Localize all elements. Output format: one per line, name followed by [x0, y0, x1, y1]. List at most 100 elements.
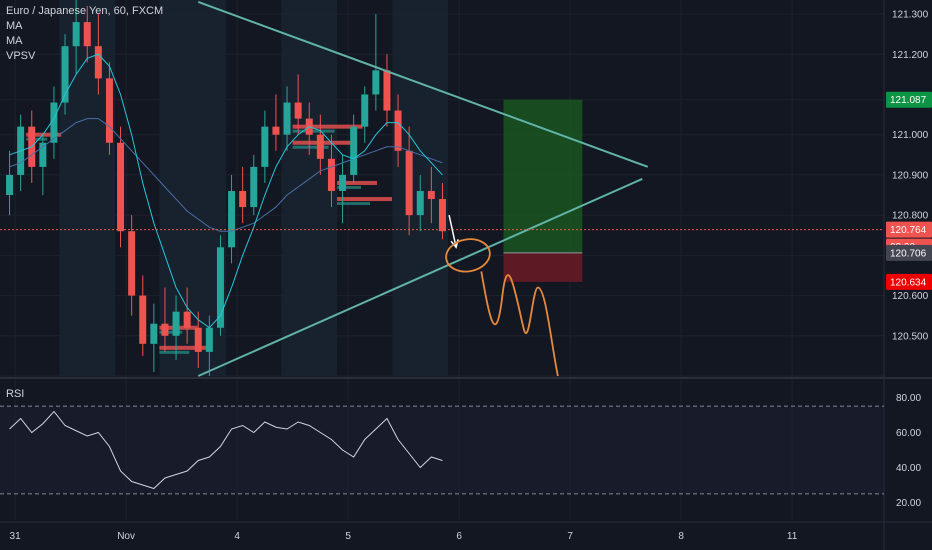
- candle-body: [94, 46, 102, 79]
- time-axis[interactable]: 31 Nov 4 5 6 7 8 11: [10, 531, 798, 542]
- vp-bar: [26, 137, 48, 141]
- candle-body: [438, 199, 446, 232]
- candle-body: [61, 46, 69, 103]
- trendline-ascending: [197, 178, 643, 377]
- candle-body: [272, 126, 280, 135]
- price-tag: [886, 91, 932, 108]
- candle-body: [316, 134, 324, 159]
- price-tag-label: 120.706: [890, 248, 927, 259]
- rsi-pane: [0, 405, 884, 495]
- candle-body: [150, 323, 158, 344]
- candle-body: [294, 102, 302, 119]
- candle-body: [50, 102, 58, 143]
- price-tag: [886, 273, 932, 290]
- vp-bar: [337, 197, 392, 202]
- candle-body: [405, 150, 413, 216]
- candle-body: [250, 166, 258, 208]
- candle-body: [72, 22, 80, 47]
- legend: Euro / Japanese Yen, 60, FXCM MA MA VPSV: [6, 4, 163, 64]
- candle-body: [172, 311, 180, 336]
- candle-body: [361, 94, 369, 127]
- price-tick-label: 120.800: [892, 211, 929, 222]
- vp-bar: [337, 202, 370, 206]
- candle-body: [83, 22, 91, 47]
- forecast-arrow: [448, 214, 457, 248]
- price-tag-label: 120.764: [890, 225, 927, 236]
- candle-body: [427, 191, 435, 200]
- candle-body: [128, 231, 136, 296]
- legend-symbol[interactable]: Euro / Japanese Yen, 60, FXCM: [6, 5, 164, 17]
- candle-body: [139, 295, 147, 344]
- candle-body: [416, 191, 424, 216]
- candle-body: [6, 174, 14, 196]
- candles: [6, 0, 446, 376]
- price-tag-label: 120.634: [890, 277, 927, 288]
- rsi-tick-label: 80.00: [896, 393, 921, 404]
- time-tick-label: 6: [456, 531, 462, 542]
- price-tick-label: 121.000: [892, 130, 929, 141]
- annotations[interactable]: [0, 214, 884, 377]
- legend-ma-1[interactable]: MA: [6, 20, 23, 32]
- candle-body: [339, 174, 347, 191]
- take-profit-zone: [503, 99, 583, 253]
- candle-body: [383, 70, 391, 111]
- vp-bar: [292, 145, 329, 149]
- candle-body: [239, 191, 247, 208]
- candle-body: [216, 247, 224, 328]
- time-tick-label: 7: [567, 531, 573, 542]
- legend-ma-2[interactable]: MA: [6, 35, 23, 47]
- time-tick-label: 31: [10, 531, 22, 542]
- moving-averages: [9, 53, 443, 329]
- candle-body: [105, 78, 113, 143]
- vp-bar: [292, 129, 335, 133]
- vp-bar: [337, 185, 361, 189]
- candle-body: [350, 126, 358, 175]
- time-tick-label: 4: [234, 531, 240, 542]
- trendlines[interactable]: [197, 1, 649, 377]
- price-tag-label: 121.087: [890, 95, 927, 106]
- price-tick-label: 121.200: [892, 50, 929, 61]
- candle-body: [161, 323, 169, 336]
- session-block: [281, 0, 337, 376]
- candle-body: [261, 126, 269, 167]
- forecast-wave: [480, 271, 559, 377]
- vp-bar: [159, 345, 210, 350]
- time-tick-label: 8: [678, 531, 684, 542]
- price-tick-label: 120.900: [892, 170, 929, 181]
- rsi-tick-label: 60.00: [896, 428, 921, 439]
- vp-bar: [26, 132, 62, 137]
- candle-body: [194, 327, 202, 352]
- session-block: [159, 0, 226, 376]
- stop-loss-zone: [503, 252, 583, 282]
- candle-body: [205, 327, 213, 352]
- rsi-band-fill: [0, 406, 884, 494]
- rsi-tick-label: 40.00: [896, 463, 921, 474]
- candle-body: [394, 110, 402, 151]
- price-tick-label: 121.300: [892, 10, 929, 21]
- price-tag: [886, 221, 932, 238]
- vp-bar: [159, 350, 190, 354]
- candle-body: [183, 311, 191, 328]
- forecast-circle: [445, 238, 491, 273]
- vp-bar: [292, 124, 363, 129]
- legend-vpsv[interactable]: VPSV: [6, 50, 36, 62]
- price-tick-label: 120.500: [892, 331, 929, 342]
- price-tag: [886, 244, 932, 261]
- rsi-tick-label: 20.00: [896, 498, 921, 509]
- time-tick-label: Nov: [117, 531, 135, 542]
- time-tick-label: 11: [787, 531, 798, 542]
- time-tick-label: 5: [345, 531, 351, 542]
- vp-bar: [337, 180, 377, 185]
- ma-fast-line: [9, 53, 443, 329]
- candle-body: [372, 70, 380, 95]
- price-axis[interactable]: 121.300 121.200 121.087 121.000 120.900 120.8…: [886, 10, 932, 509]
- candle-body: [283, 102, 291, 135]
- position-zones: [503, 99, 583, 282]
- ma-slow-line: [9, 118, 443, 232]
- candle-body: [39, 142, 47, 167]
- candle-body: [327, 158, 335, 191]
- candle-body: [228, 191, 236, 248]
- rsi-legend-label[interactable]: RSI: [6, 388, 25, 400]
- price-tick-label: 120.600: [892, 291, 929, 302]
